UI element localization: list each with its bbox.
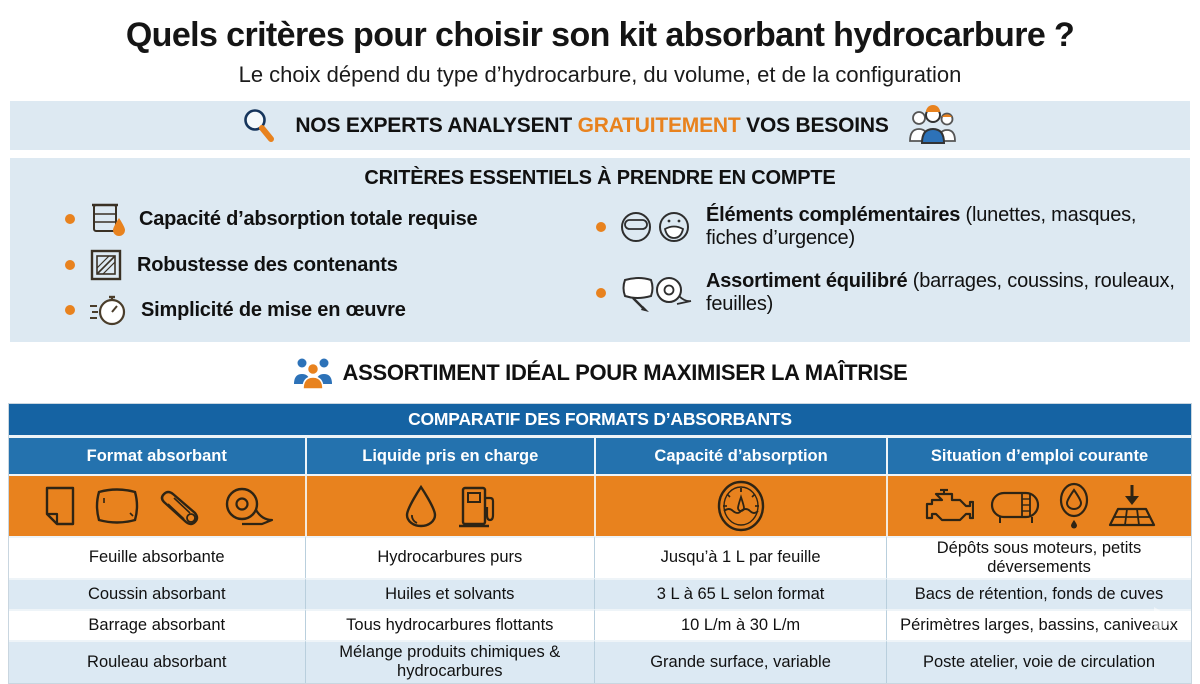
situation-cell: Poste atelier, voie de circulation [886, 639, 1191, 683]
capacity-cell: 3 L à 65 L selon format [594, 577, 887, 609]
format-cell: Coussin absorbant [9, 577, 305, 609]
crate-icon [88, 247, 124, 283]
experts-banner: NOS EXPERTS ANALYSENT GRATUITEMENT VOS B… [10, 101, 1190, 150]
roll-icon [220, 484, 276, 528]
criteria-title: CRITÈRES ESSENTIELS À PRENDRE EN COMPTE [364, 167, 836, 189]
cushion-icon [92, 485, 142, 527]
situation-cell: Périmètres larges, bassins, caniveaux [886, 608, 1191, 640]
column-header-format: Format absorbant [86, 446, 227, 465]
criteria-label: Simplicité de mise en œuvre [141, 298, 406, 321]
table-title: COMPARATIF DES FORMATS D’ABSORBANTS [9, 404, 1191, 438]
oil-drop-icon [1056, 482, 1092, 530]
assortment-title: ASSORTIMENT IDÉAL POUR MAXIMISER LA MAÎT… [342, 360, 908, 385]
criteria-item-robustness: Robustesse des contenants [65, 247, 596, 283]
criteria-label: Capacité d’absorption totale requise [139, 207, 478, 230]
liquid-cell: Tous hydrocarbures flottants [304, 608, 595, 640]
bullet-icon [596, 222, 606, 232]
experts-banner-text: NOS EXPERTS ANALYSENT GRATUITEMENT VOS B… [295, 113, 889, 137]
situation-icons-cell [886, 476, 1191, 536]
sheet-icon [38, 484, 78, 528]
table-header-row: Format absorbant Liquide pris en charge … [9, 438, 1191, 474]
format-cell: Rouleau absorbant [9, 639, 305, 683]
boom-icon [156, 484, 206, 528]
drain-icon [1106, 483, 1158, 529]
bullet-icon [65, 214, 75, 224]
bullet-icon [65, 260, 75, 270]
criteria-item-capacity: Capacité d’absorption totale requise [65, 200, 596, 238]
capacity-icons-cell [594, 476, 886, 536]
criteria-item-assortment: Assortiment équilibré (barrages, coussin… [596, 270, 1190, 316]
tank-icon [988, 485, 1042, 527]
table-icons-row [9, 474, 1191, 536]
oil-drum-icon [88, 200, 126, 238]
watermark-arrow [1154, 607, 1176, 633]
situation-cell: Bacs de rétention, fonds de cuves [886, 577, 1191, 609]
cushion-roll-icon [619, 272, 693, 314]
liquid-cell: Mélange produits chimiques & hydrocarbur… [304, 639, 595, 683]
page-title: Quels critères pour choisir son kit abso… [125, 16, 1075, 54]
criteria-item-complements: Éléments complémentaires (lunettes, masq… [596, 204, 1190, 250]
magnifier-icon [241, 107, 277, 145]
table-row: Feuille absorbante Hydrocarbures purs Ju… [9, 536, 1191, 578]
highlight-gratuitement: GRATUITEMENT [577, 113, 741, 137]
format-cell: Feuille absorbante [9, 536, 305, 578]
comparison-table: COMPARATIF DES FORMATS D’ABSORBANTS Form… [8, 403, 1192, 684]
criteria-section: CRITÈRES ESSENTIELS À PRENDRE EN COMPTE … [10, 158, 1190, 342]
capacity-cell: 10 L/m à 30 L/m [594, 608, 887, 640]
criteria-label: Assortiment équilibré (barrages, coussin… [706, 270, 1175, 315]
criteria-label: Éléments complémentaires (lunettes, masq… [706, 204, 1137, 249]
criteria-item-simplicity: Simplicité de mise en œuvre [65, 292, 596, 328]
assortment-heading: ASSORTIMENT IDÉAL POUR MAXIMISER LA MAÎT… [0, 355, 1200, 391]
stopwatch-icon [88, 292, 128, 328]
liquid-cell: Hydrocarbures purs [304, 536, 595, 578]
criteria-label: Robustesse des contenants [137, 253, 398, 276]
fuel-pump-icon [455, 482, 499, 530]
table-row: Barrage absorbant Tous hydrocarbures flo… [9, 608, 1191, 640]
experts-group-icon [907, 104, 959, 147]
column-header-liquid: Liquide pris en charge [304, 438, 595, 474]
bullet-icon [65, 305, 75, 315]
column-header-situation: Situation d’emploi courante [886, 438, 1191, 474]
team-icon [293, 355, 333, 391]
table-row: Coussin absorbant Huiles et solvants 3 L… [9, 577, 1191, 609]
format-icons-cell [9, 476, 305, 536]
column-header-capacity: Capacité d’absorption [594, 438, 886, 474]
goggles-mask-icon [619, 207, 693, 247]
situation-cell: Dépôts sous moteurs, petits déversements [886, 536, 1191, 578]
engine-icon [922, 486, 974, 526]
table-row: Rouleau absorbant Mélange produits chimi… [9, 639, 1191, 683]
droplet-icon [401, 483, 441, 529]
format-cell: Barrage absorbant [9, 608, 305, 640]
capacity-cell: Grande surface, variable [594, 639, 887, 683]
gauge-icon [714, 480, 768, 532]
liquid-cell: Huiles et solvants [304, 577, 595, 609]
capacity-cell: Jusqu’à 1 L par feuille [594, 536, 887, 578]
bullet-icon [596, 288, 606, 298]
page-subtitle: Le choix dépend du type d’hydrocarbure, … [238, 62, 962, 87]
liquid-icons-cell [304, 476, 595, 536]
